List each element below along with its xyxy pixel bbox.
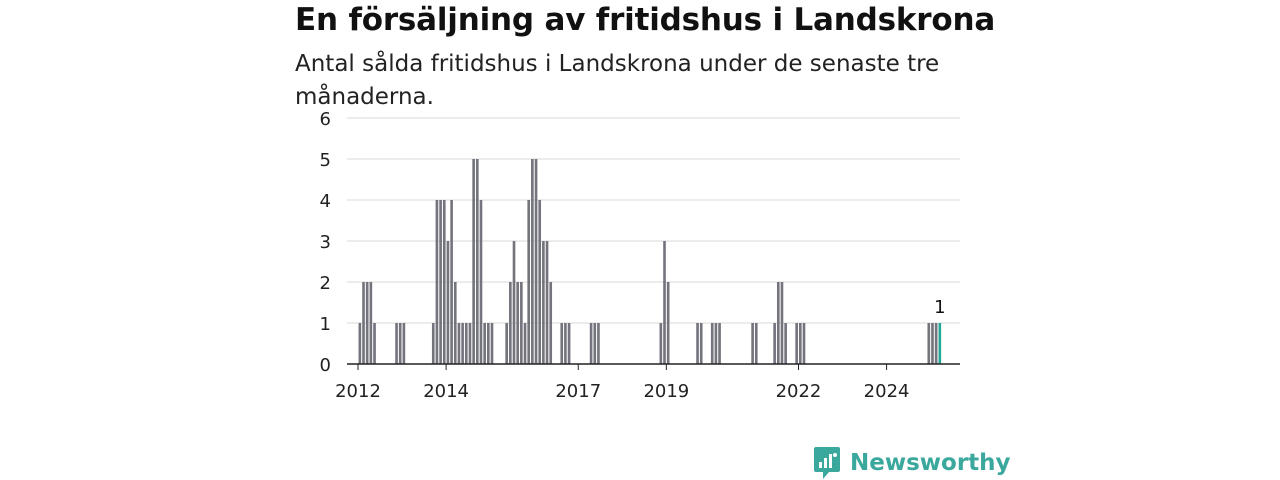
bar xyxy=(784,323,787,364)
bar xyxy=(457,323,461,364)
bar xyxy=(795,323,798,364)
bar xyxy=(534,159,538,364)
bar xyxy=(567,323,571,364)
bar xyxy=(714,323,718,364)
bar xyxy=(398,323,402,364)
newsworthy-logo-icon xyxy=(814,447,840,479)
bar xyxy=(479,200,483,364)
y-tick-label: 2 xyxy=(320,273,331,294)
bar xyxy=(538,200,542,364)
bar xyxy=(461,323,464,364)
bar xyxy=(696,323,699,364)
bar xyxy=(431,323,435,364)
bar xyxy=(780,282,784,364)
y-tick-label: 3 xyxy=(320,232,331,253)
bar xyxy=(362,282,365,364)
bar xyxy=(373,323,376,364)
bar xyxy=(527,200,531,364)
grid-lines xyxy=(347,117,960,324)
bar xyxy=(802,323,806,364)
highlight-bar xyxy=(938,323,942,364)
y-tick-label: 1 xyxy=(320,314,331,335)
y-axis-ticks: 0 1 2 3 4 5 6 xyxy=(320,109,331,376)
bar xyxy=(776,282,780,364)
newsworthy-wordmark: Newsworthy xyxy=(850,450,1011,476)
bar xyxy=(934,323,938,364)
chart-title: En försäljning av fritidshus i Landskron… xyxy=(295,2,996,38)
y-tick-label: 5 xyxy=(320,150,331,171)
bar xyxy=(931,323,934,364)
bar xyxy=(564,323,567,364)
newsworthy-logo: Newsworthy xyxy=(813,446,1011,480)
bar xyxy=(395,323,398,364)
bar xyxy=(472,159,475,364)
bar xyxy=(927,323,931,364)
bars xyxy=(358,159,942,364)
bar xyxy=(453,282,457,364)
bar xyxy=(505,323,508,364)
bar xyxy=(666,282,670,364)
bar xyxy=(369,282,373,364)
chart-subtitle: Antal sålda fritidshus i Landskrona unde… xyxy=(295,51,940,110)
bar xyxy=(560,323,564,364)
bar xyxy=(402,323,406,364)
bar xyxy=(523,323,527,364)
bar xyxy=(597,323,600,364)
x-tick-label: 2019 xyxy=(643,381,689,402)
bar xyxy=(435,200,439,364)
x-tick-label: 2014 xyxy=(423,381,469,402)
bar xyxy=(490,323,494,364)
bar xyxy=(464,323,468,364)
bar xyxy=(468,323,472,364)
bar xyxy=(531,159,534,364)
bar xyxy=(542,241,545,364)
bar xyxy=(358,323,362,364)
x-tick-label: 2022 xyxy=(776,381,822,402)
bar xyxy=(663,241,666,364)
bar xyxy=(512,241,516,364)
bar xyxy=(365,282,369,364)
chart-area: 0 1 2 3 4 5 6 2012 2014 2017 2019 2022 2024 1 xyxy=(320,109,960,402)
y-tick-label: 4 xyxy=(320,191,331,212)
highlight-value-label: 1 xyxy=(934,297,945,318)
annotations: 1 xyxy=(934,297,945,318)
y-tick-label: 0 xyxy=(320,355,331,376)
bar xyxy=(589,323,593,364)
x-tick-label: 2017 xyxy=(555,381,601,402)
bar xyxy=(659,323,663,364)
bar xyxy=(509,282,512,364)
bar xyxy=(475,159,479,364)
bar xyxy=(516,282,519,364)
y-tick-label: 6 xyxy=(320,109,331,130)
bar xyxy=(754,323,758,364)
bar xyxy=(710,323,714,364)
x-tick-label: 2024 xyxy=(864,381,910,402)
bar xyxy=(751,323,754,364)
bar xyxy=(773,323,776,364)
bar xyxy=(442,200,446,364)
bar xyxy=(718,323,721,364)
bar xyxy=(450,200,453,364)
bar xyxy=(593,323,597,364)
bar xyxy=(439,200,442,364)
x-axis-ticks: 2012 2014 2017 2019 2022 2024 xyxy=(335,364,909,402)
x-tick-label: 2012 xyxy=(335,381,381,402)
bar xyxy=(520,282,523,364)
bar xyxy=(446,241,450,364)
bar xyxy=(699,323,703,364)
bar xyxy=(487,323,490,364)
bar xyxy=(483,323,486,364)
bar xyxy=(799,323,802,364)
bar xyxy=(545,241,549,364)
bar xyxy=(549,282,553,364)
